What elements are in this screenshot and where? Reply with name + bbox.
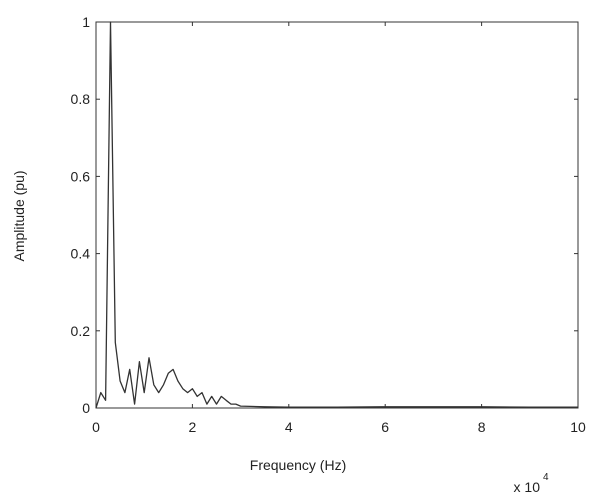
x-tick-label: 8 [478,419,486,435]
y-tick-label: 0 [82,400,90,416]
x-tick-label: 2 [189,419,197,435]
y-axis-label: Amplitude (pu) [11,170,27,261]
y-tick-label: 0.8 [71,91,91,107]
y-tick-label: 1 [82,14,90,30]
x-tick-label: 4 [285,419,293,435]
y-tick-label: 0.2 [71,323,91,339]
y-tick-label: 0.6 [71,168,91,184]
y-tick-label: 0.4 [71,246,91,262]
x-axis-multiplier-exponent: 4 [543,472,549,483]
x-tick-label: 10 [570,419,586,435]
axes-box [95,21,579,409]
plot-area [95,21,579,409]
x-axis-multiplier: x 10 [514,479,541,495]
x-axis-label: Frequency (Hz) [250,457,346,473]
x-tick-label: 6 [381,419,389,435]
spectrum-line [95,21,578,409]
axis-ticks [95,21,579,409]
x-tick-label: 0 [92,419,100,435]
tick-labels: 0 2 4 6 8 10 0 0.2 0.4 0.6 0.8 1 [71,14,586,435]
